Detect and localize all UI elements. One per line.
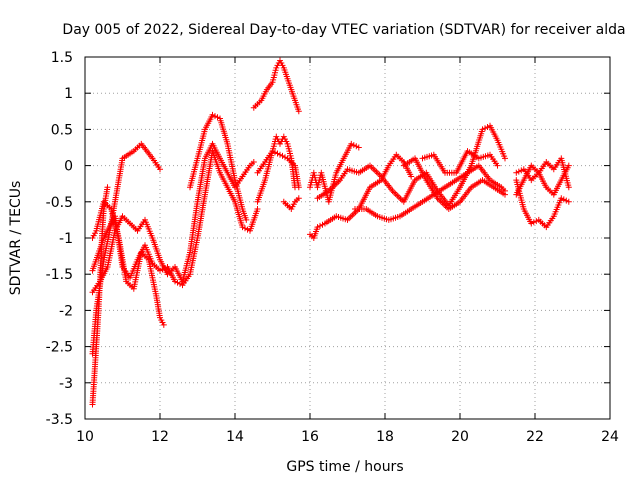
y-tick-label: -0.5 [46, 195, 73, 211]
grid [85, 57, 610, 419]
y-tick-label: -1 [59, 231, 73, 247]
y-tick-label: 0.5 [51, 122, 73, 138]
series-arc-r [513, 177, 572, 231]
x-tick-label: 24 [601, 429, 619, 445]
x-tick-label: 12 [151, 429, 169, 445]
x-tick-label: 10 [76, 429, 94, 445]
x-tick-label: 18 [376, 429, 394, 445]
axes: 10 12 14 16 18 20 22 24 -3.5 -3 -2.5 -2 -1.5 -1 -0.5 0 0… [46, 50, 619, 445]
series-arc-o [400, 155, 508, 212]
series-arc-f [187, 111, 250, 223]
series-markers [89, 148, 261, 289]
x-tick-label: 14 [226, 429, 244, 445]
y-tick-label: 1.5 [51, 50, 73, 66]
series-arc-p [419, 148, 501, 176]
series-arc-i [250, 57, 302, 115]
y-tick-label: -3 [59, 376, 73, 392]
x-axis-label: GPS time / hours [286, 459, 403, 475]
series-arc-e [89, 148, 261, 289]
data-series [89, 57, 572, 408]
series-arc-g [254, 133, 298, 205]
x-tick-label: 16 [301, 429, 319, 445]
x-tick-label: 22 [526, 429, 544, 445]
series-markers [513, 177, 572, 231]
series-markers [254, 133, 298, 205]
series-arc-d [89, 140, 257, 296]
y-tick-label: -1.5 [46, 267, 73, 283]
y-tick-label: -2.5 [46, 340, 73, 356]
series-arc-j [280, 195, 302, 212]
series-arc-b [89, 140, 163, 357]
series-arc-h [254, 148, 302, 191]
series-markers [400, 155, 508, 212]
series-markers [513, 162, 572, 198]
y-tick-label: -3.5 [46, 412, 73, 428]
series-markers [307, 140, 362, 205]
y-axis-label: SDTVAR / TECUs [8, 181, 24, 296]
y-tick-label: -2 [59, 303, 73, 319]
plot-frame [84, 56, 611, 420]
series-trace [515, 179, 570, 228]
series-arc-s [513, 162, 572, 198]
series-arc-k [307, 140, 362, 205]
series-trace [91, 150, 259, 286]
series-markers [280, 195, 302, 212]
series-markers [352, 162, 508, 223]
series-markers [187, 111, 250, 223]
y-tick-label: 0 [64, 159, 73, 175]
y-tick-label: 1 [64, 86, 73, 102]
x-tick-label: 20 [451, 429, 469, 445]
chart-title: Day 005 of 2022, Sidereal Day-to-day VTE… [62, 22, 625, 38]
series-markers [254, 148, 302, 191]
series-markers [250, 57, 302, 115]
series-markers [419, 148, 501, 176]
series-markers [89, 140, 257, 296]
